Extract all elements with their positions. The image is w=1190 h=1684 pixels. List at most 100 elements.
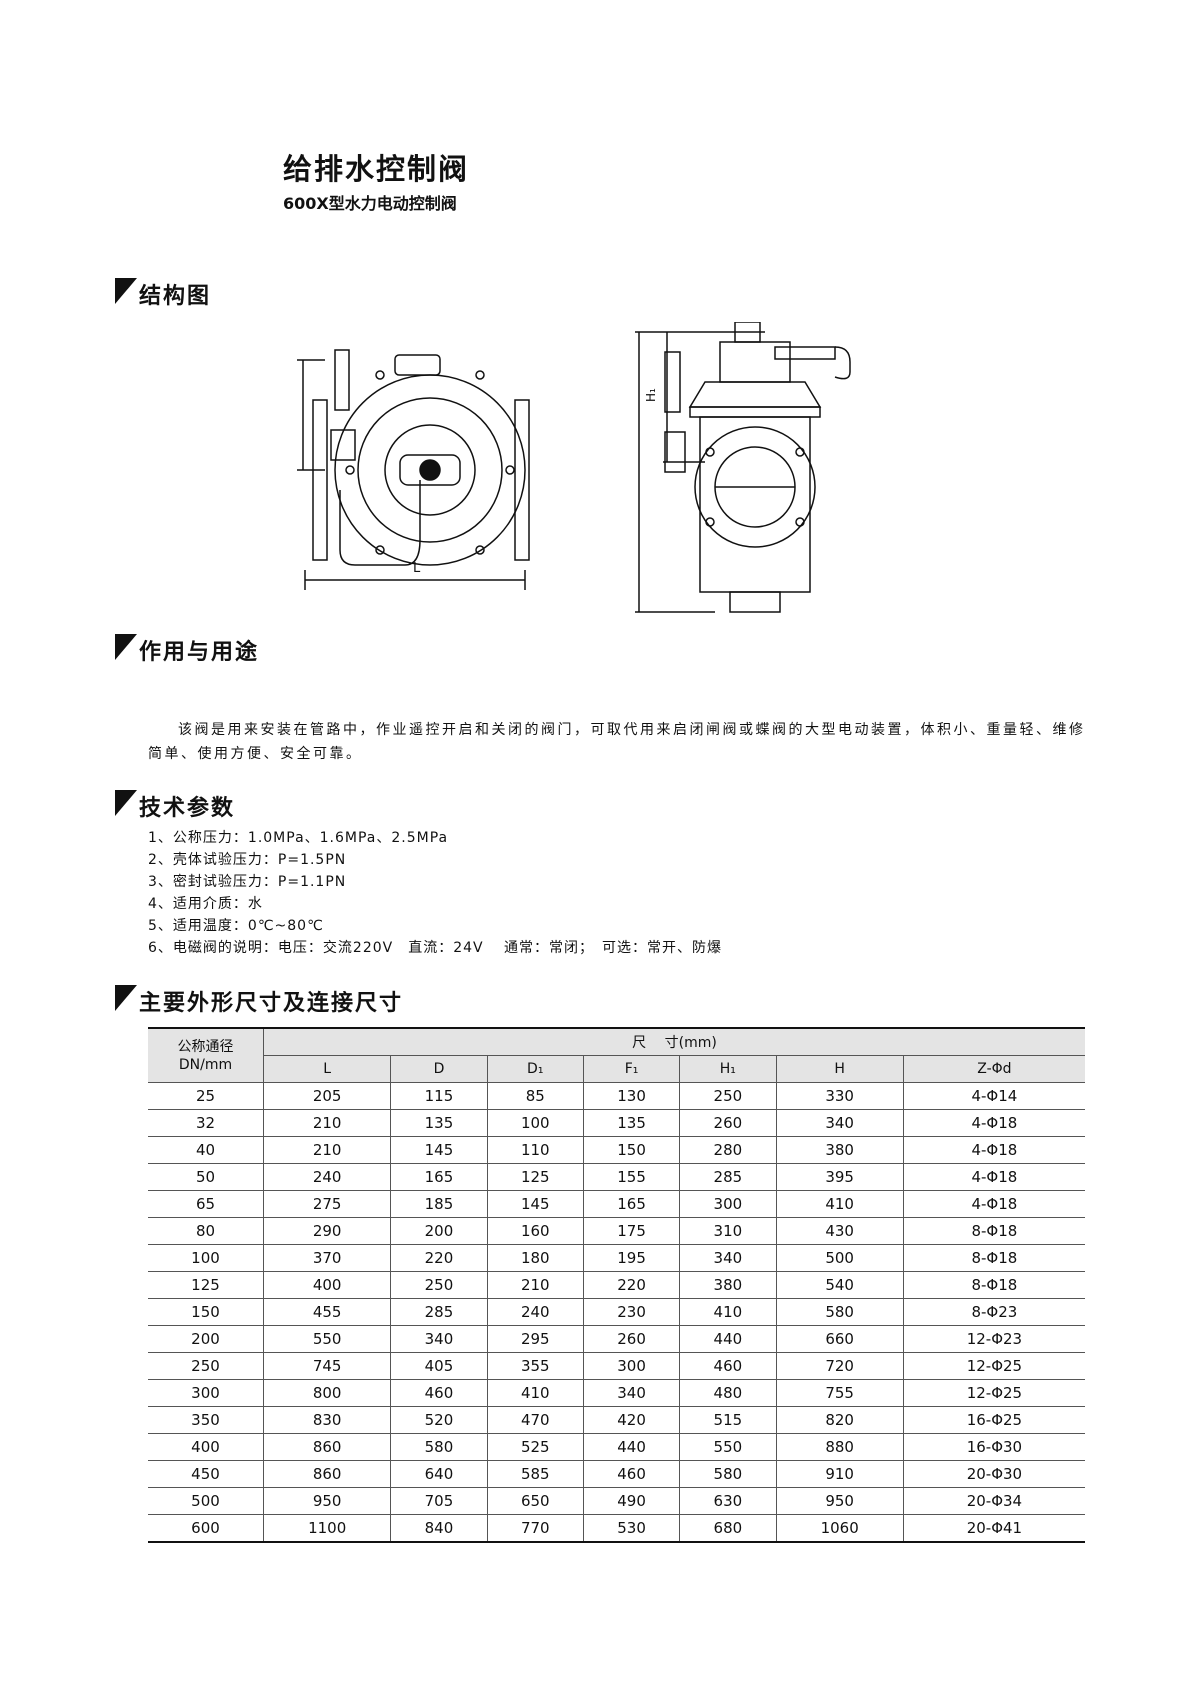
table-row: 40 210 145 110 150 280 380 4-Φ18 [148, 1136, 1085, 1164]
table-row: 300 800 460 410 340 480 755 12-Φ25 [148, 1379, 1085, 1407]
table-cell: 250 [679, 1082, 777, 1110]
table-cell: 440 [679, 1325, 777, 1353]
table-cell: 440 [582, 1433, 681, 1461]
table-cell: 310 [679, 1217, 777, 1245]
table-row: 400 860 580 525 440 550 880 16-Φ30 [148, 1433, 1085, 1461]
table-row: 150 455 285 240 230 410 580 8-Φ23 [148, 1298, 1085, 1326]
table-cell: 1100 [262, 1514, 392, 1543]
table-cell: 220 [582, 1271, 681, 1299]
dimensions-table: 公称通径 DN/mm 尺 寸(mm) L D D₁ F₁ H₁ H Z-Φd 25 205 11… [148, 1027, 1085, 1543]
column-header: Z-Φd [902, 1055, 1085, 1083]
table-row: 25 205 115 85 130 250 330 4-Φ14 [148, 1082, 1085, 1110]
valve-side-diagram: H H₁ [635, 322, 851, 613]
table-cell: 910 [775, 1460, 904, 1488]
table-cell: 550 [262, 1325, 392, 1353]
table-cell: 800 [262, 1379, 392, 1407]
table-cell: 860 [262, 1460, 392, 1488]
table-cell: 285 [390, 1298, 488, 1326]
table-row: 450 860 640 585 460 580 910 20-Φ30 [148, 1460, 1085, 1488]
table-cell: 12-Φ25 [902, 1379, 1085, 1407]
table-cell: 530 [582, 1514, 681, 1543]
table-cell: 300 [679, 1190, 777, 1218]
table-cell: 820 [775, 1406, 904, 1434]
table-cell: 340 [679, 1244, 777, 1272]
table-cell: 145 [390, 1136, 488, 1164]
table-cell: 8-Φ18 [902, 1244, 1085, 1272]
table-cell: 395 [775, 1163, 904, 1191]
table-cell: 680 [679, 1514, 777, 1543]
table-cell: 410 [679, 1298, 777, 1326]
param-item: 4、适用介质：水 [148, 896, 263, 912]
table-row: 350 830 520 470 420 515 820 16-Φ25 [148, 1406, 1085, 1434]
table-row: 250 745 405 355 300 460 720 12-Φ25 [148, 1352, 1085, 1380]
table-cell: 20-Φ41 [902, 1514, 1085, 1543]
param-item: 6、电磁阀的说明：电压：交流220V 直流：24V 通常：常闭； 可选：常开、防… [148, 940, 723, 956]
table-cell: 410 [775, 1190, 904, 1218]
table-cell: 400 [148, 1433, 264, 1461]
table-cell: 8-Φ23 [902, 1298, 1085, 1326]
table-cell: 260 [582, 1325, 681, 1353]
section-heading: 结构图 [139, 283, 212, 309]
table-cell: 580 [775, 1298, 904, 1326]
table-cell: 205 [262, 1082, 392, 1110]
table-row: 500 950 705 650 490 630 950 20-Φ34 [148, 1487, 1085, 1515]
triangle-bullet-icon [115, 278, 137, 304]
param-item: 3、密封试验压力：P=1.1PN [148, 874, 347, 890]
table-cell: 660 [775, 1325, 904, 1353]
label-l: L [413, 561, 421, 576]
section-dims: 主要外形尺寸及连接尺寸 [115, 985, 403, 1017]
table-row: 100 370 220 180 195 340 500 8-Φ18 [148, 1244, 1085, 1272]
table-cell: 250 [390, 1271, 488, 1299]
table-cell: 300 [582, 1352, 681, 1380]
table-cell: 240 [262, 1163, 392, 1191]
table-row: 65 275 185 145 165 300 410 4-Φ18 [148, 1190, 1085, 1218]
table-cell: 195 [582, 1244, 681, 1272]
table-cell: 160 [486, 1217, 584, 1245]
table-cell: 500 [148, 1487, 264, 1515]
table-cell: 275 [262, 1190, 392, 1218]
table-cell: 520 [390, 1406, 488, 1434]
table-cell: 355 [486, 1352, 584, 1380]
table-cell: 4-Φ18 [902, 1109, 1085, 1137]
table-cell: 20-Φ30 [902, 1460, 1085, 1488]
label-h1: H₁ [644, 388, 658, 402]
table-cell: 150 [582, 1136, 681, 1164]
table-cell: 515 [679, 1406, 777, 1434]
table-cell: 285 [679, 1163, 777, 1191]
section-heading: 技术参数 [139, 795, 236, 821]
table-cell: 830 [262, 1406, 392, 1434]
table-cell: 125 [148, 1271, 264, 1299]
table-cell: 580 [679, 1460, 777, 1488]
column-header: L [263, 1055, 392, 1083]
table-cell: 460 [390, 1379, 488, 1407]
table-cell: 640 [390, 1460, 488, 1488]
table-cell: 430 [775, 1217, 904, 1245]
table-cell: 880 [775, 1433, 904, 1461]
table-cell: 950 [262, 1487, 392, 1515]
table-cell: 480 [679, 1379, 777, 1407]
triangle-bullet-icon [115, 790, 137, 816]
table-cell: 720 [775, 1352, 904, 1380]
table-cell: 295 [486, 1325, 584, 1353]
table-cell: 525 [486, 1433, 584, 1461]
table-cell: 460 [679, 1352, 777, 1380]
table-cell: 180 [486, 1244, 584, 1272]
table-cell: 280 [679, 1136, 777, 1164]
table-cell: 460 [582, 1460, 681, 1488]
param-item: 5、适用温度：0℃~80℃ [148, 918, 324, 934]
table-cell: 250 [148, 1352, 264, 1380]
table-cell: 380 [775, 1136, 904, 1164]
table-cell: 405 [390, 1352, 488, 1380]
table-cell: 470 [486, 1406, 584, 1434]
table-cell: 340 [582, 1379, 681, 1407]
table-row: 32 210 135 100 135 260 340 4-Φ18 [148, 1109, 1085, 1137]
table-cell: 240 [486, 1298, 584, 1326]
column-header: D₁ [486, 1055, 584, 1083]
section-heading: 作用与用途 [139, 639, 260, 665]
table-cell: 370 [262, 1244, 392, 1272]
table-cell: 4-Φ18 [902, 1190, 1085, 1218]
table-cell: 340 [775, 1109, 904, 1137]
table-cell: 165 [582, 1190, 681, 1218]
table-cell: 210 [262, 1109, 392, 1137]
